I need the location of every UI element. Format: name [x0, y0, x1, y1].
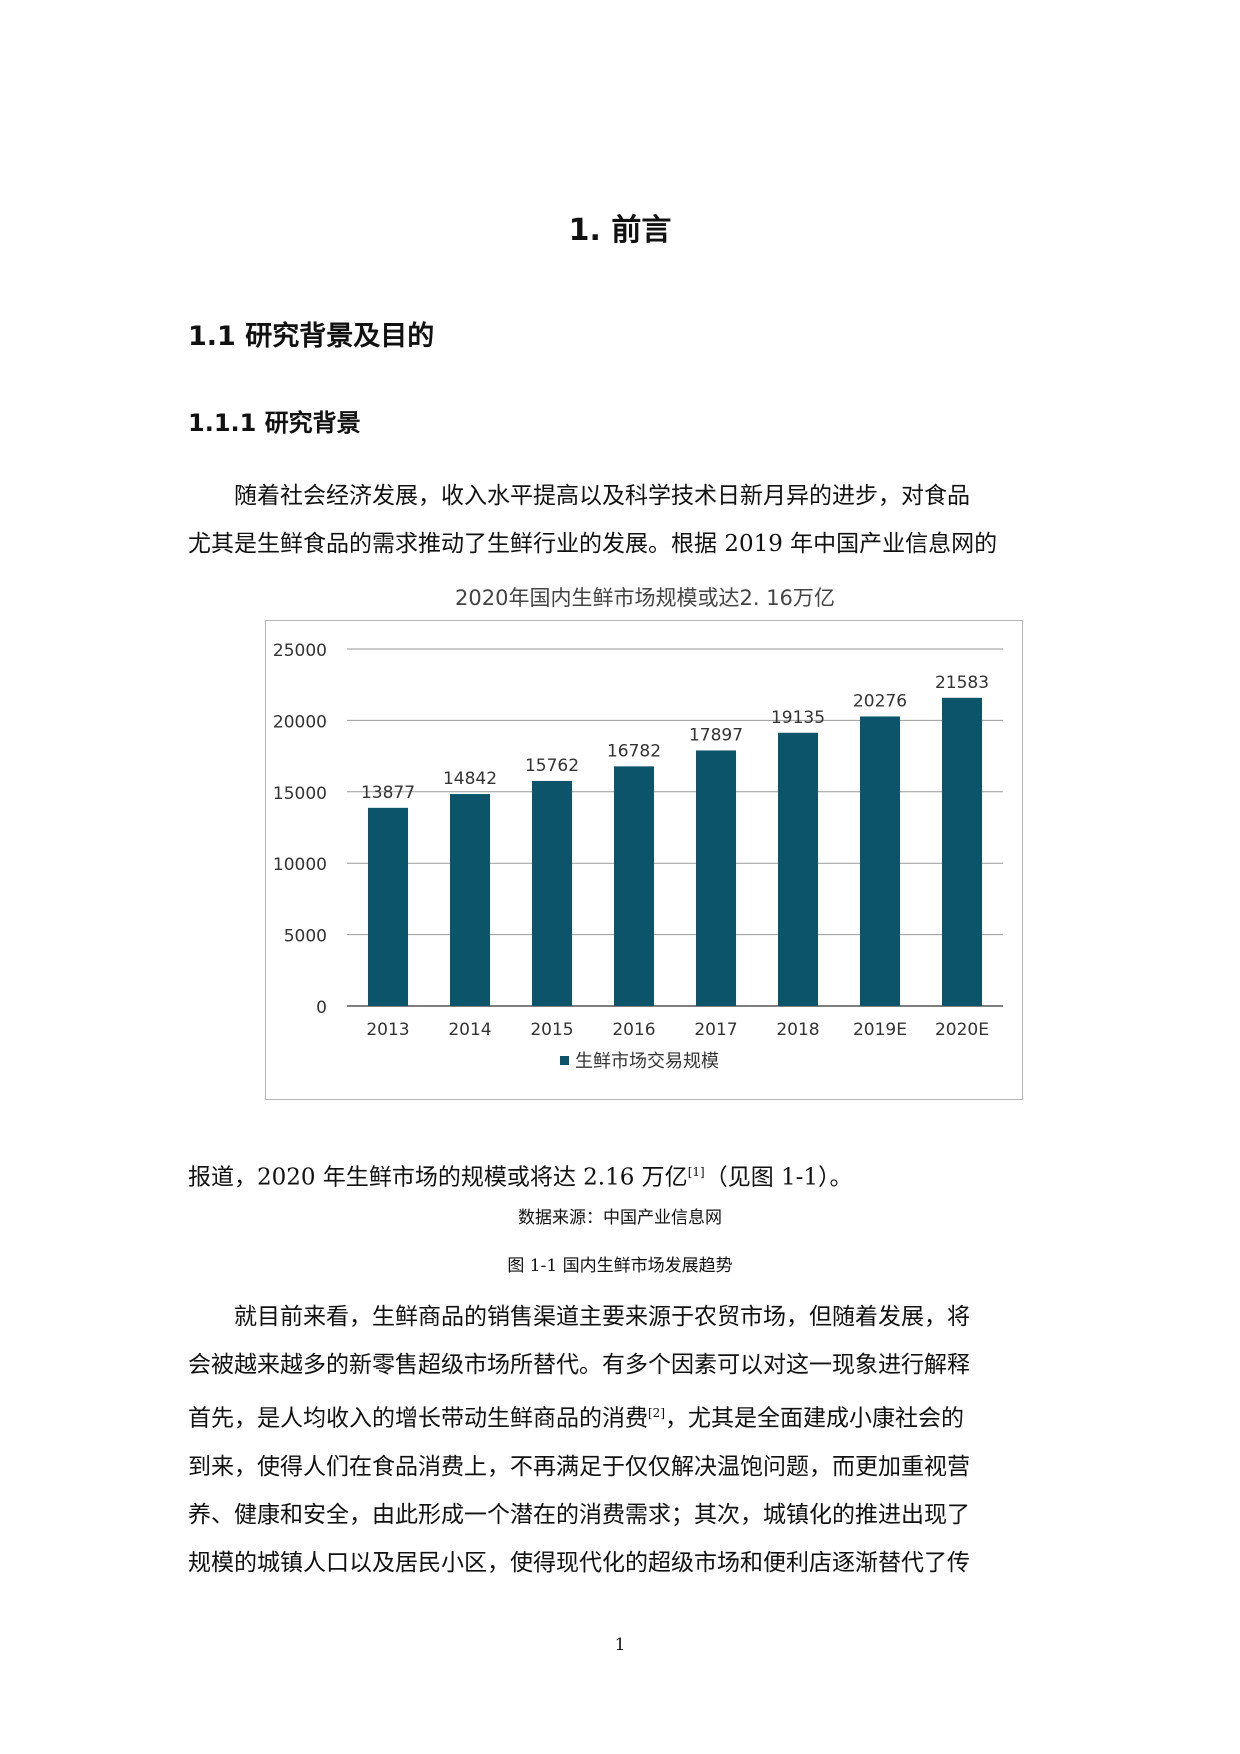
bar-chart: 0 5000 10000 15000 20000 25000 13877 2013 14842…: [265, 620, 1023, 1100]
data-label: 15762: [525, 756, 579, 776]
paragraph-3-line-3b: ，尤其是全面建成小康社会的: [665, 1405, 964, 1432]
x-tick-label: 2016: [612, 1020, 655, 1040]
bar: [860, 716, 900, 1006]
paragraph-3-line-5: 养、健康和安全，由此形成一个潜在的消费需求；其次，城镇化的推进出现了: [188, 1501, 970, 1528]
x-tick-label: 2020E: [935, 1020, 989, 1040]
data-label: 14842: [443, 769, 497, 789]
bar: [942, 697, 982, 1006]
bar: [614, 766, 654, 1006]
chart-title: 2020年国内生鲜市场规模或达2. 16万亿: [455, 586, 835, 610]
subsection-title: 1.1 研究背景及目的: [188, 321, 435, 352]
data-label: 20276: [853, 691, 907, 711]
x-tick-label: 2019E: [853, 1020, 907, 1040]
data-label: 13877: [361, 783, 415, 803]
legend-swatch: [560, 1056, 569, 1065]
paragraph-1: 随着社会经济发展，收入水平提高以及科学技术日新月异的进步，对食品 尤其是生鲜食品…: [188, 472, 1058, 568]
y-tick-label: 25000: [273, 641, 327, 661]
data-label: 17897: [689, 725, 743, 745]
paragraph-1-line-2: 尤其是生鲜食品的需求推动了生鲜行业的发展。根据 2019 年中国产业信息网的: [188, 531, 998, 557]
bar: [368, 807, 408, 1006]
figure-caption: 图 1-1 国内生鲜市场发展趋势: [507, 1256, 733, 1276]
paragraph-3: 就目前来看，生鲜商品的销售渠道主要来源于农贸市场，但随着发展，将 会被越来越多的…: [188, 1293, 1058, 1587]
y-tick-label: 15000: [273, 784, 327, 804]
y-tick-label: 10000: [273, 855, 327, 875]
x-tick-label: 2017: [694, 1020, 737, 1040]
bar: [778, 732, 818, 1006]
paragraph-3-line-1: 就目前来看，生鲜商品的销售渠道主要来源于农贸市场，但随着发展，将: [234, 1304, 970, 1330]
citation-1: [1]: [687, 1165, 705, 1179]
figure-source: 数据来源：中国产业信息网: [518, 1208, 722, 1228]
x-tick-label: 2014: [448, 1020, 491, 1040]
section-title: 1. 前言: [568, 213, 672, 248]
paragraph-3-line-3a: 首先，是人均收入的增长带动生鲜商品的消费: [188, 1405, 648, 1432]
paragraph-2-after: （见图 1-1）。: [704, 1164, 853, 1191]
subsubsection-title: 1.1.1 研究背景: [188, 409, 361, 437]
x-tick-label: 2015: [530, 1020, 573, 1040]
data-label: 19135: [771, 708, 825, 728]
bar: [532, 780, 572, 1006]
paragraph-2-line: 报道，2020 年生鲜市场的规模或将达 2.16 万亿[1]（见图 1-1）。: [188, 1148, 1058, 1202]
data-label: 21583: [935, 673, 989, 693]
x-tick-label: 2018: [776, 1020, 819, 1040]
bar: [450, 794, 490, 1006]
paragraph-2-text: 报道，2020 年生鲜市场的规模或将达 2.16 万亿: [188, 1164, 688, 1191]
citation-2: [2]: [648, 1406, 665, 1420]
paragraph-3-line-2: 会被越来越多的新零售超级市场所替代。有多个因素可以对这一现象进行解释: [188, 1352, 970, 1378]
y-tick-label: 5000: [284, 927, 327, 947]
y-tick-label: 0: [316, 998, 327, 1018]
paragraph-3-line-3: 首先，是人均收入的增长带动生鲜商品的消费[2]，尤其是全面建成小康社会的: [188, 1389, 1058, 1443]
y-tick-label: 20000: [273, 712, 327, 732]
paragraph-3-line-6: 规模的城镇人口以及居民小区，使得现代化的超级市场和便利店逐渐替代了传: [188, 1549, 970, 1576]
paragraph-2: 报道，2020 年生鲜市场的规模或将达 2.16 万亿[1]（见图 1-1）。: [188, 1148, 1058, 1202]
data-label: 16782: [607, 741, 661, 761]
bar: [696, 750, 736, 1006]
legend-label: 生鲜市场交易规模: [575, 1051, 719, 1072]
page-number: 1: [614, 1635, 626, 1655]
paragraph-3-line-4: 到来，使得人们在食品消费上，不再满足于仅仅解决温饱问题，而更加重视营: [188, 1453, 970, 1480]
x-tick-label: 2013: [366, 1020, 409, 1040]
paragraph-1-line-1: 随着社会经济发展，收入水平提高以及科学技术日新月异的进步，对食品: [234, 483, 970, 509]
